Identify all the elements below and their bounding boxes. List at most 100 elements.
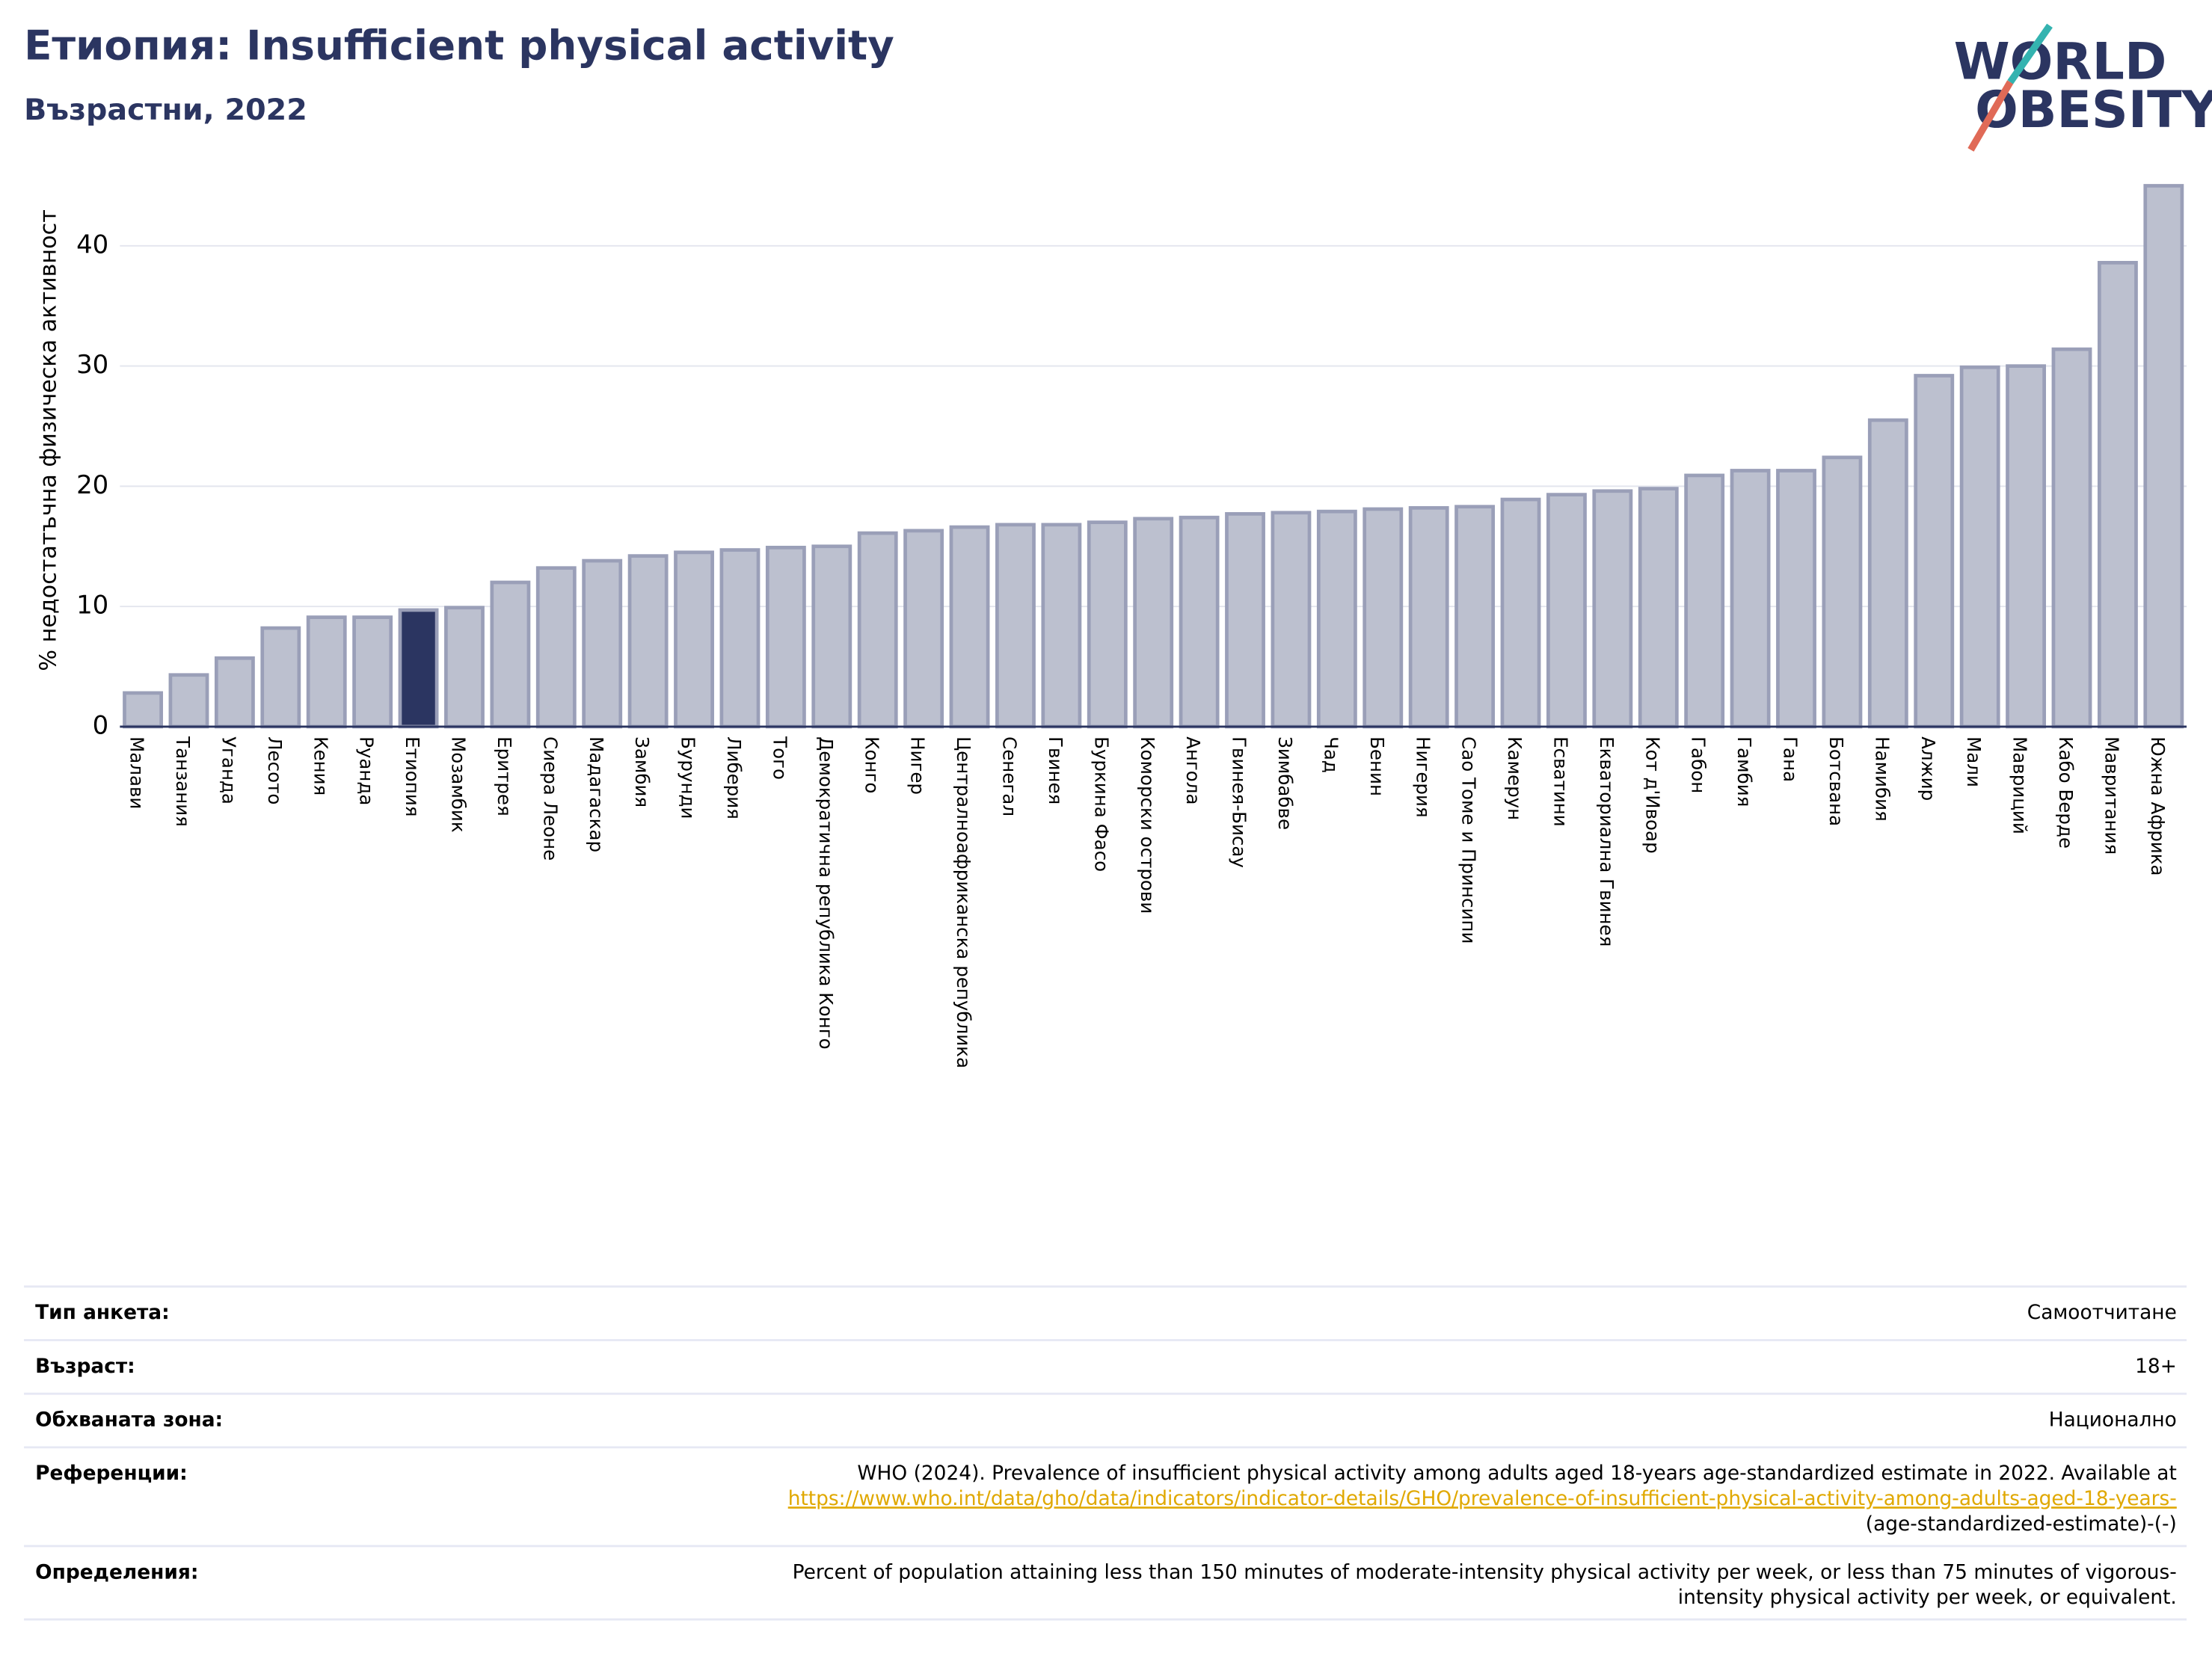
table-value: Самоотчитане bbox=[2027, 1301, 2177, 1324]
logo-slash bbox=[1967, 80, 2014, 152]
logo-text: WORLD bbox=[1954, 33, 2167, 92]
x-tick-label: Руанда bbox=[356, 736, 378, 805]
bar bbox=[1638, 487, 1679, 729]
x-tick-label: Замбия bbox=[631, 736, 653, 807]
bar bbox=[352, 615, 393, 729]
x-tick-label: Гвинея bbox=[1045, 736, 1066, 804]
x-tick-label: Мавриций bbox=[2009, 736, 2031, 834]
x-tick-label: Мозамбик bbox=[448, 736, 470, 833]
x-tick-label: Габон bbox=[1688, 736, 1709, 793]
x-tick-label: Намибия bbox=[1871, 736, 1893, 822]
bar bbox=[627, 554, 669, 729]
bar bbox=[995, 523, 1036, 729]
bar bbox=[857, 531, 898, 729]
logo-text: OBESITY bbox=[1975, 81, 2212, 140]
x-tick-label: Бенин bbox=[1366, 736, 1388, 796]
x-tick-label: Гана bbox=[1780, 736, 1801, 782]
bar bbox=[1179, 515, 1220, 729]
x-tick-label: Гвинея-Бисау bbox=[1229, 736, 1250, 868]
x-tick-label: Бурунди bbox=[678, 736, 699, 819]
x-tick-label: Ботсвана bbox=[1825, 736, 1847, 826]
bar bbox=[168, 673, 209, 729]
x-tick-label: Нигерия bbox=[1412, 736, 1434, 818]
table-label: Обхваната зона: bbox=[35, 1409, 223, 1432]
bar bbox=[1546, 493, 1587, 729]
table-value: (age-standardized-estimate)-(-) bbox=[1866, 1512, 2177, 1536]
table-value: intensity physical activity per week, or… bbox=[1678, 1586, 2177, 1609]
table-label: Определения: bbox=[35, 1560, 198, 1583]
bar bbox=[123, 691, 163, 729]
table-label: Тип анкета: bbox=[35, 1301, 170, 1324]
x-tick-label: Зимбабве bbox=[1274, 736, 1296, 830]
bar bbox=[535, 566, 577, 729]
x-tick-label: Мали bbox=[1963, 736, 1985, 787]
bar bbox=[1914, 374, 1955, 729]
bar bbox=[949, 525, 990, 729]
table-link[interactable]: https://www.who.int/data/gho/data/indica… bbox=[788, 1487, 2177, 1510]
y-tick-label: 40 bbox=[76, 230, 108, 259]
bar bbox=[444, 606, 485, 729]
x-tick-label: Кения bbox=[310, 736, 331, 795]
y-axis-label: % недостатъчна физическа активност bbox=[36, 209, 62, 671]
x-tick-label: Демократична република Конго bbox=[815, 736, 837, 1050]
x-tick-label: Уганда bbox=[218, 736, 239, 804]
table-value: Национално bbox=[2049, 1409, 2177, 1432]
table-value: Percent of population attaining less tha… bbox=[793, 1560, 2177, 1583]
x-tick-label: Чад bbox=[1320, 736, 1342, 773]
bar bbox=[1959, 365, 2000, 729]
x-tick-label: Есватини bbox=[1550, 736, 1572, 827]
y-tick-label: 10 bbox=[76, 591, 108, 621]
table-value: 18+ bbox=[2135, 1355, 2177, 1378]
x-tick-label: Либерия bbox=[723, 736, 745, 819]
bar bbox=[214, 656, 255, 729]
x-tick-label: Кабо Верде bbox=[2055, 736, 2077, 849]
bar bbox=[582, 558, 623, 729]
bar bbox=[2143, 184, 2184, 729]
x-tick-label: Коморски острови bbox=[1137, 736, 1158, 914]
bar bbox=[1500, 497, 1541, 729]
bar bbox=[719, 548, 761, 729]
bar bbox=[1087, 520, 1128, 729]
x-tick-label: Екваториална Гвинея bbox=[1596, 736, 1617, 947]
logo-slash bbox=[2007, 23, 2053, 84]
bar bbox=[811, 544, 852, 729]
x-tick-label: Того bbox=[769, 736, 790, 780]
bar bbox=[1684, 473, 1725, 729]
x-tick-label: Еритрея bbox=[494, 736, 515, 816]
x-tick-label: Алжир bbox=[1917, 736, 1939, 801]
table-label: Възраст: bbox=[35, 1355, 135, 1378]
y-tick-label: 0 bbox=[93, 710, 109, 740]
bar bbox=[1133, 517, 1174, 729]
bar bbox=[1730, 469, 1771, 729]
chart-subtitle: Възрастни, 2022 bbox=[24, 93, 307, 127]
x-tick-label: Мадагаскар bbox=[586, 736, 607, 852]
bar bbox=[1776, 469, 1816, 729]
bar bbox=[2097, 261, 2138, 729]
x-tick-label: Сенегал bbox=[999, 736, 1021, 816]
bar bbox=[1867, 418, 1908, 729]
bar bbox=[1454, 505, 1496, 729]
bar bbox=[903, 529, 944, 729]
x-tick-label: Буркина Фасо bbox=[1090, 736, 1112, 872]
x-tick-label: Сиера Леоне bbox=[539, 736, 561, 861]
y-tick-label: 20 bbox=[76, 470, 108, 500]
x-tick-label: Ангола bbox=[1182, 736, 1204, 804]
x-tick-label: Нигер bbox=[907, 736, 929, 795]
x-tick-label: Сао Томе и Принсипи bbox=[1458, 736, 1480, 944]
x-tick-label: Мавритания bbox=[2101, 736, 2122, 855]
x-tick-label: Лесото bbox=[264, 736, 286, 804]
bar bbox=[674, 550, 714, 729]
x-tick-label: Малави bbox=[126, 736, 148, 809]
bar bbox=[1822, 455, 1863, 729]
bar bbox=[306, 615, 347, 729]
bar bbox=[398, 608, 439, 729]
bar bbox=[1592, 489, 1633, 729]
bar bbox=[1225, 511, 1265, 729]
x-tick-label: Етиопия bbox=[402, 736, 423, 816]
x-tick-label: Конго bbox=[861, 736, 882, 793]
x-tick-label: Гамбия bbox=[1733, 736, 1755, 807]
x-tick-label: Южна Африка bbox=[2147, 736, 2169, 875]
bar bbox=[1408, 505, 1449, 729]
